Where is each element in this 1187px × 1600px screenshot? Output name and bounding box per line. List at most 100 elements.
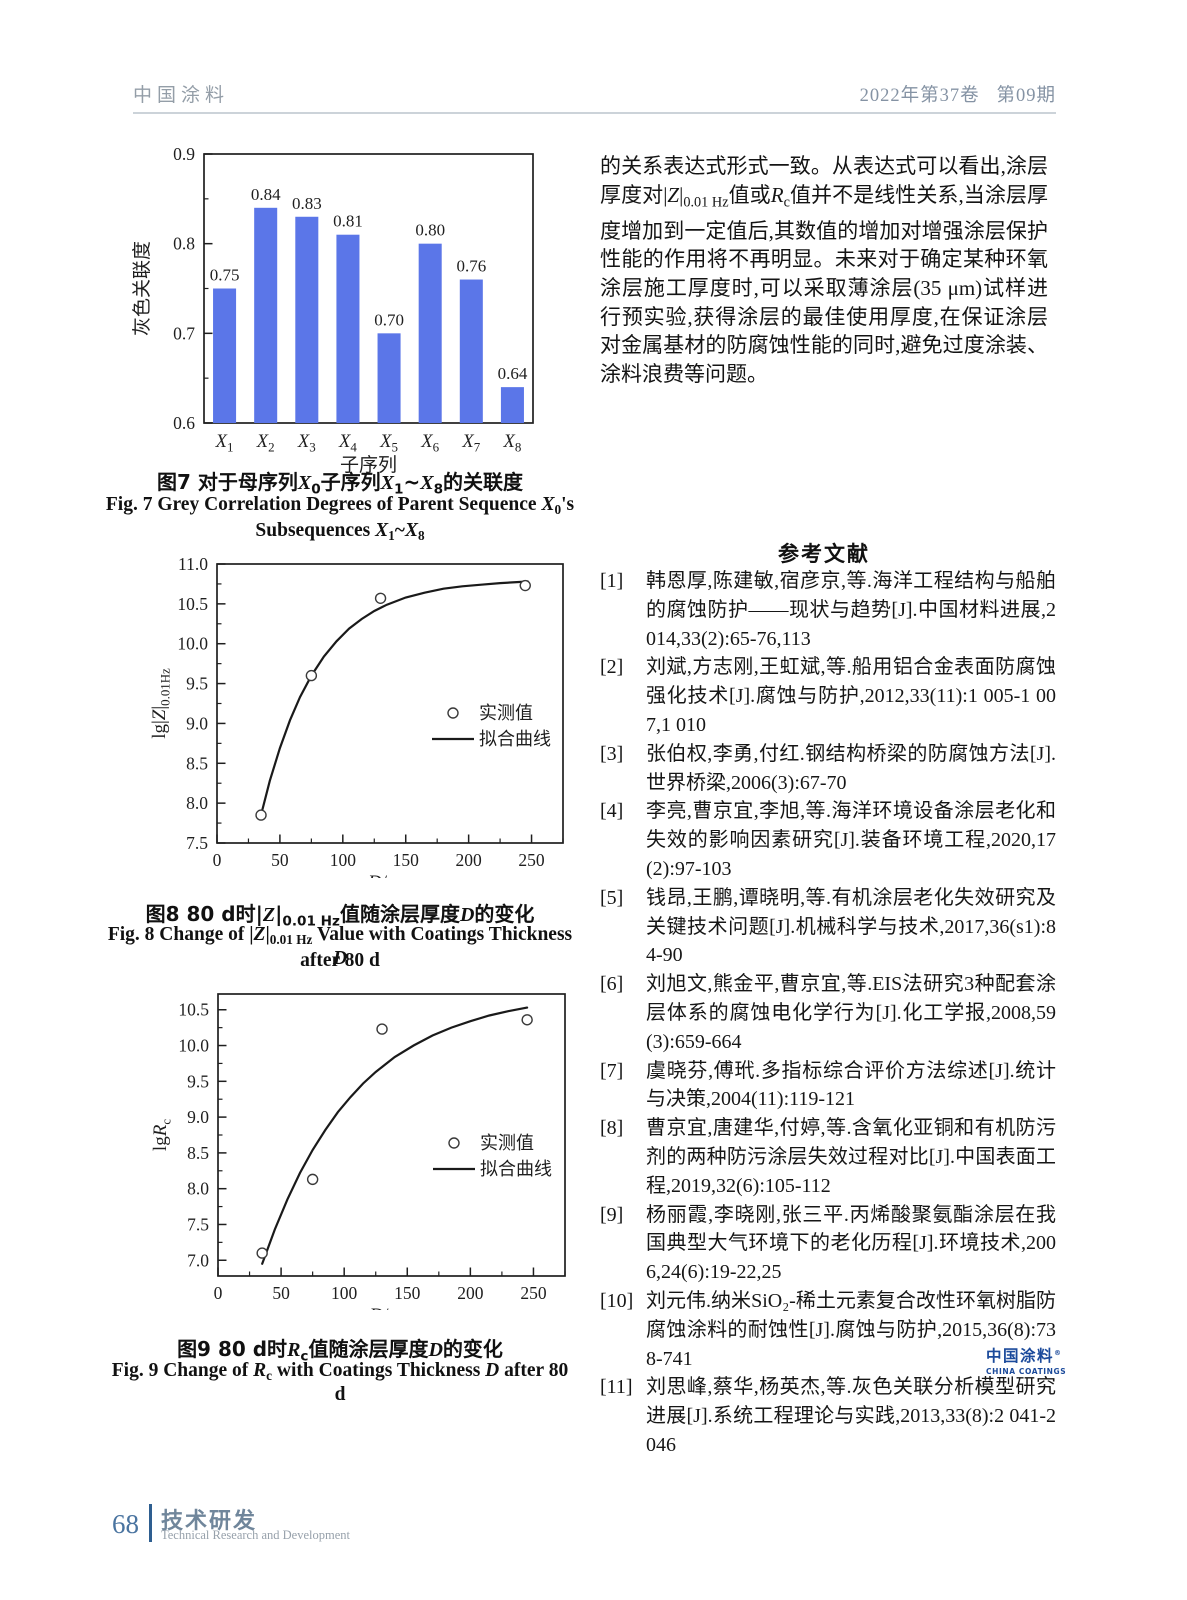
page-header: 中国涂料 2022年第37卷 第09期 [133,78,1056,108]
svg-text:X4: X4 [338,432,357,455]
svg-text:7.5: 7.5 [186,833,208,853]
reference-text: 刘旭文,熊金平,曹京宜,等.EIS法研究3种配套涂层体系的腐蚀电化学行为[J].… [646,973,1056,1053]
svg-text:拟合曲线: 拟合曲线 [479,729,551,749]
svg-text:0.80: 0.80 [415,221,445,240]
fig9-caption-en: Fig. 9 Change of Rc with Coatings Thickn… [111,1360,569,1406]
references-list: [1] 韩恩厚,陈建敏,宿彦京,等.海洋工程结构与船舶的腐蚀防护——现状与趋势[J… [600,567,1056,1460]
fig8-scatter-chart: 7.5 8.0 8.5 9.0 9.5 10.0 10.5 11.0 0 50 100 150 200 2… [149,554,564,878]
svg-text:0.81: 0.81 [333,212,363,231]
svg-text:11.0: 11.0 [178,554,208,574]
svg-text:8.5: 8.5 [186,753,208,773]
svg-text:10.0: 10.0 [177,634,208,654]
registered-mark: ® [1054,1348,1062,1357]
issue-info: 2022年第37卷 第09期 [859,86,1056,106]
svg-text:8.0: 8.0 [187,1179,209,1199]
reference-text: 刘思峰,蔡华,杨英杰,等.灰色关联分析模型研究进展[J].系统工程理论与实践,2… [646,1376,1056,1456]
footer-section-zh: 技术研发 [161,1509,258,1534]
svg-text:9.0: 9.0 [186,713,208,733]
reference-item: [3] 张伯权,李勇,付红.钢结构桥梁的防腐蚀方法[J].世界桥梁,2006(3)… [600,740,1056,798]
reference-item: [4] 李亮,曹京宜,李旭,等.海洋环境设备涂层老化和失效的影响因素研究[J].装… [600,797,1056,883]
svg-text:子序列: 子序列 [340,454,397,475]
reference-number: [6] [600,973,624,996]
svg-text:0.6: 0.6 [173,413,195,433]
reference-number: [8] [600,1117,624,1140]
svg-text:0.9: 0.9 [173,144,195,164]
reference-item: [10] 刘元伟.纳米SiO₂-稀土元素复合改性环氧树脂防腐蚀涂料的耐蚀性[J].… [600,1287,1056,1373]
svg-text:lgRc: lgRc [150,1119,174,1151]
reference-text: 韩恩厚,陈建敏,宿彦京,等.海洋工程结构与船舶的腐蚀防护——现状与趋势[J].中… [646,570,1056,650]
svg-text:X1: X1 [215,432,234,455]
svg-text:X8: X8 [503,432,522,455]
reference-text: 李亮,曹京宜,李旭,等.海洋环境设备涂层老化和失效的影响因素研究[J].装备环境… [646,800,1056,880]
svg-text:7.0: 7.0 [187,1250,209,1270]
reference-text: 刘元伟.纳米SiO₂-稀土元素复合改性环氧树脂防腐蚀涂料的耐蚀性[J].腐蚀与防… [646,1289,1056,1370]
svg-text:0.76: 0.76 [456,257,486,276]
svg-text:实测值: 实测值 [480,1133,534,1153]
svg-text:实测值: 实测值 [479,703,533,723]
reference-number: [2] [600,656,624,679]
svg-text:0.84: 0.84 [251,185,281,204]
reference-number: [7] [600,1059,624,1082]
fig8-caption-zh: 图8 80 d时|Z|0.01 Hz值随涂层厚度D的变化 [145,902,535,930]
svg-text:10.0: 10.0 [178,1036,209,1056]
fig8-caption-en2: after 80 d [300,950,380,971]
svg-text:X3: X3 [297,432,316,455]
reference-item: [5] 钱昂,王鹏,谭晓明,等.有机涂层老化失效研究及关键技术问题[J].机械科学… [600,884,1056,970]
svg-text:X2: X2 [256,432,275,455]
reference-text: 曹京宜,唐建华,付婷,等.含氧化亚铜和有机防污剂的两种防污涂层失效过程对比[J]… [646,1117,1056,1197]
svg-text:D/μm: D/μm [369,1305,414,1310]
svg-text:0: 0 [213,850,222,870]
svg-text:0.8: 0.8 [173,234,195,254]
reference-number: [4] [600,800,624,823]
svg-text:9.5: 9.5 [187,1071,209,1091]
journal-logo-zh: 中国涂料® [986,1347,1062,1365]
svg-text:0.70: 0.70 [374,310,404,329]
reference-item: [6] 刘旭文,熊金平,曹京宜,等.EIS法研究3种配套涂层体系的腐蚀电化学行为[… [600,970,1056,1056]
svg-text:8.0: 8.0 [186,793,208,813]
svg-text:D/μm: D/μm [367,872,412,878]
svg-text:拟合曲线: 拟合曲线 [480,1159,552,1179]
reference-item: [9] 杨丽霞,李晓刚,张三平.丙烯酸聚氨酯涂层在我国典型大气环境下的老化历程[J… [600,1201,1056,1287]
reference-item: [11] 刘思峰,蔡华,杨英杰,等.灰色关联分析模型研究进展[J].系统工程理论与… [600,1373,1056,1459]
fig8-caption-en: Fig. 8 Change of |Z|0.01 Hz Value with C… [107,924,573,970]
reference-number: [3] [600,742,624,765]
header-divider [133,112,1056,114]
fig9-caption-zh: 图9 80 d时Rc值随涂层厚度D的变化 [177,1337,503,1365]
svg-text:50: 50 [271,850,289,870]
reference-number: [10] [600,1289,634,1312]
svg-text:200: 200 [456,850,483,870]
svg-text:200: 200 [457,1283,484,1303]
svg-text:10.5: 10.5 [177,594,208,614]
fig7-bar-chart: 0.6 0.7 0.8 0.9 0.75 X1 0.84 X2 0.83 X3 0.81 X4 0.70… [131,144,534,475]
svg-text:0: 0 [214,1283,223,1303]
reference-item: [7] 虞晓芬,傅玳.多指标综合评价方法综述[J].统计与决策,2004(11):… [600,1057,1056,1115]
svg-text:9.0: 9.0 [187,1107,209,1127]
reference-item: [1] 韩恩厚,陈建敏,宿彦京,等.海洋工程结构与船舶的腐蚀防护——现状与趋势[J… [600,567,1056,653]
svg-text:X7: X7 [461,432,480,455]
svg-text:8.5: 8.5 [187,1143,209,1163]
fig7-caption-en: Fig. 7 Grey Correlation Degrees of Paren… [105,494,575,518]
reference-number: [5] [600,886,624,909]
svg-text:150: 150 [393,850,420,870]
svg-text:0.64: 0.64 [498,364,528,383]
svg-text:0.75: 0.75 [210,266,240,285]
svg-text:50: 50 [272,1283,290,1303]
svg-text:10.5: 10.5 [178,1000,209,1020]
reference-item: [8] 曹京宜,唐建华,付婷,等.含氧化亚铜和有机防污剂的两种防污涂层失效过程对比… [600,1114,1056,1200]
reference-text: 虞晓芬,傅玳.多指标综合评价方法综述[J].统计与决策,2004(11):119… [646,1059,1056,1111]
svg-text:100: 100 [331,1283,358,1303]
footer-divider-bar [149,1504,152,1542]
svg-text:250: 250 [520,1283,547,1303]
footer-section-en: Technical Research and Development [161,1528,350,1542]
fig7-caption-zh: 图7 对于母序列X0子序列X1~X8的关联度 [156,470,524,498]
reference-text: 张伯权,李勇,付红.钢结构桥梁的防腐蚀方法[J].世界桥梁,2006(3):67… [646,742,1056,794]
svg-text:lg|Z|0.01Hz: lg|Z|0.01Hz [149,668,173,739]
reference-text: 杨丽霞,李晓刚,张三平.丙烯酸聚氨酯涂层在我国典型大气环境下的老化历程[J].环… [646,1203,1056,1284]
reference-item: [2] 刘斌,方志刚,王虹斌,等.船用铝合金表面防腐蚀强化技术[J].腐蚀与防护,… [600,653,1056,739]
svg-text:X6: X6 [420,432,439,455]
reference-text: 钱昂,王鹏,谭晓明,等.有机涂层老化失效研究及关键技术问题[J].机械科学与技术… [646,886,1056,967]
svg-text:0.7: 0.7 [173,323,195,343]
body-paragraph: 的关系表达式形式一致。从表达式可以看出,涂层厚度对|Z|0.01 Hz值或Rc值… [600,154,1049,386]
svg-text:7.5: 7.5 [187,1214,209,1234]
